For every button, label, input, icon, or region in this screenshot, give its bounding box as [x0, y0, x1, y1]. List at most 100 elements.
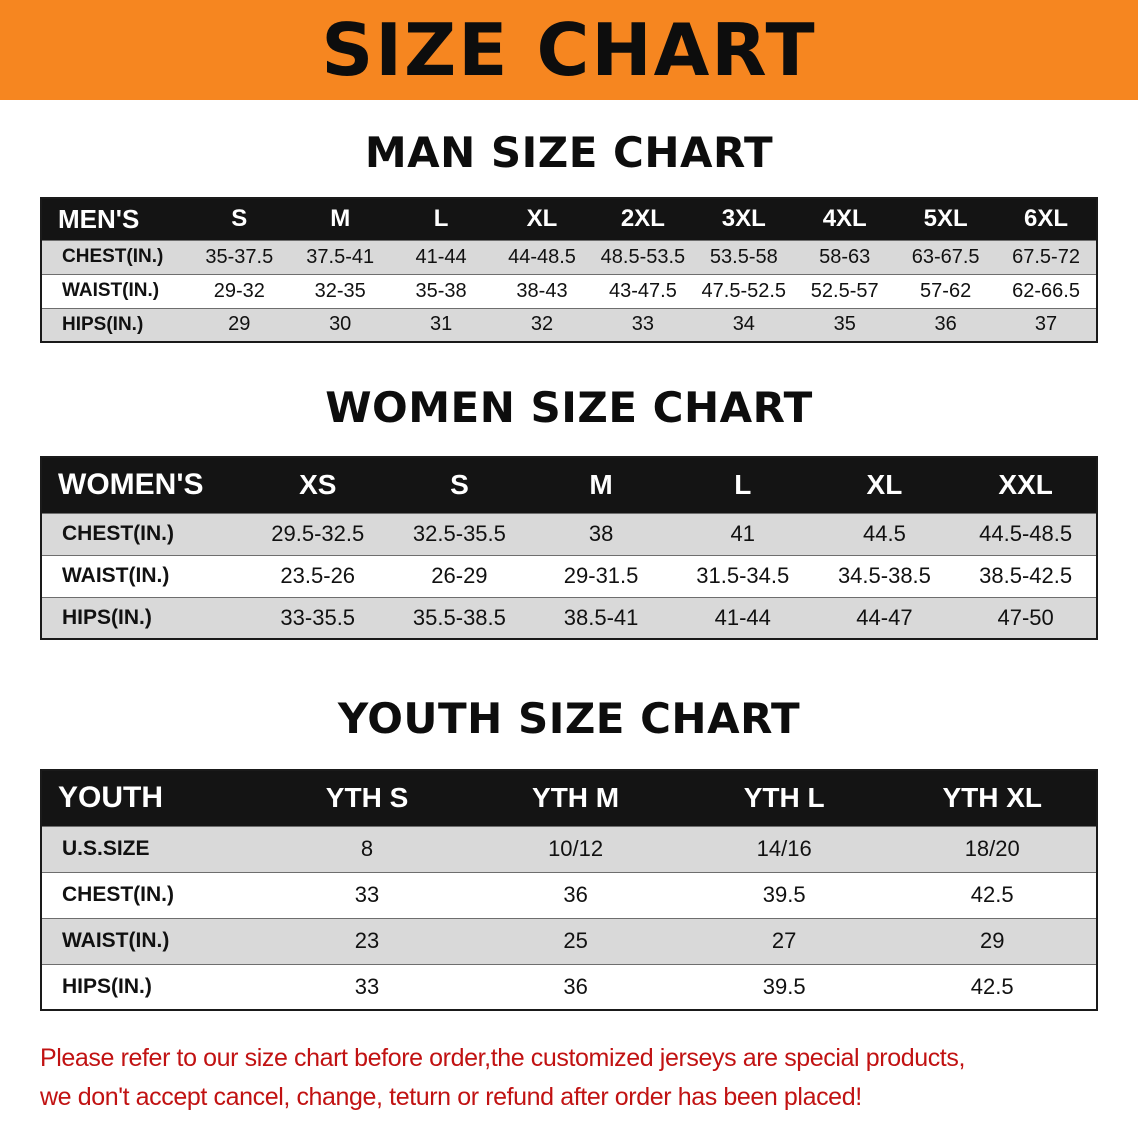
men-size-column-header: 2XL [592, 198, 694, 240]
measurement-value: 58-63 [819, 245, 871, 268]
page-title: SIZE CHART [321, 8, 817, 92]
women-size-table: WOMEN'S XS S M L XL XXL CHEST(IN.) 29.5-32.5 32.5… [40, 456, 1098, 640]
measurement-value: 44-48.5 [508, 245, 576, 268]
measurement-value: 63-67.5 [911, 245, 980, 268]
measurement-value: 38.5-41 [563, 604, 639, 630]
measurement-label: CHEST(IN.) [62, 883, 174, 906]
measurement-label: HIPS(IN.) [62, 605, 152, 629]
measurement-value: 8 [360, 836, 374, 861]
women-size-chart-section: WOMEN SIZE CHART WOMEN'S XS S M L XL XXL CHEST(I… [0, 383, 1138, 640]
measurement-value: 41 [730, 521, 755, 546]
measurement-value: 32-35 [314, 279, 366, 302]
measurement-value: 41-44 [415, 245, 467, 268]
notice-line-1: Please refer to our size chart before or… [40, 1044, 965, 1072]
measurement-row: WAIST(IN.) 29-32 32-35 35-38 38-43 43-47.5 47.… [41, 274, 1097, 308]
measurement-row: CHEST(IN.) 29.5-32.5 32.5-35.5 38 41 44.5 44.5… [41, 513, 1097, 555]
order-notice: Please refer to our size chart before or… [40, 1039, 1114, 1117]
women-size-column-header: XS [246, 457, 389, 513]
youth-size-column-header: YTH XL [888, 770, 1097, 826]
measurement-row: WAIST(IN.) 23.5-26 26-29 29-31.5 31.5-34.5 34… [41, 555, 1097, 597]
measurement-value: 18/20 [964, 836, 1020, 861]
women-size-column-header: L [671, 457, 814, 513]
men-size-chart-section: MAN SIZE CHART MEN'S S M L XL 2XL 3XL 4XL 5XL 6XL C… [0, 128, 1138, 343]
men-group-label: MEN'S [41, 198, 189, 240]
women-size-column-header: M [530, 457, 672, 513]
measurement-value: 35-37.5 [205, 245, 274, 268]
measurement-value: 31 [429, 313, 453, 336]
charts-container: MAN SIZE CHART MEN'S S M L XL 2XL 3XL 4XL 5XL 6XL C… [0, 128, 1138, 1011]
women-header-row: WOMEN'S XS S M L XL XXL [41, 457, 1097, 513]
youth-size-column-header: YTH S [262, 770, 472, 826]
measurement-value: 30 [329, 313, 352, 336]
men-size-column-header: 4XL [794, 198, 896, 240]
men-size-column-header: M [289, 198, 391, 240]
measurement-value: 29.5-32.5 [271, 521, 365, 546]
measurement-value: 33 [354, 973, 380, 999]
youth-header-row: YOUTH YTH S YTH M YTH L YTH XL [41, 770, 1097, 826]
measurement-value: 35.5-38.5 [412, 604, 506, 630]
women-size-column-header: S [388, 457, 531, 513]
measurement-label: CHEST(IN.) [62, 522, 174, 545]
size-chart-banner: SIZE CHART [0, 0, 1138, 100]
youth-size-chart-section: YOUTH SIZE CHART YOUTH YTH S YTH M YTH L YTH … [0, 694, 1138, 1011]
measurement-value: 39.5 [762, 882, 806, 907]
measurement-value: 47.5-52.5 [701, 279, 787, 302]
measurement-row: HIPS(IN.) 29 30 31 32 33 34 35 36 37 [41, 308, 1097, 342]
measurement-value: 42.5 [970, 882, 1014, 907]
men-size-column-header: L [390, 198, 492, 240]
measurement-value: 53.5-58 [709, 245, 778, 268]
measurement-value: 39.5 [762, 973, 806, 999]
measurement-label: CHEST(IN.) [62, 246, 164, 267]
measurement-value: 37 [1034, 313, 1058, 336]
measurement-value: 33 [631, 313, 655, 336]
measurement-value: 47-50 [997, 604, 1054, 630]
measurement-value: 36 [934, 313, 957, 336]
measurement-value: 23 [354, 928, 380, 953]
measurement-label: WAIST(IN.) [62, 564, 170, 587]
measurement-value: 38 [588, 521, 614, 546]
measurement-value: 29 [979, 928, 1005, 953]
measurement-value: 26-29 [431, 563, 488, 588]
measurement-value: 34 [732, 313, 755, 336]
measurement-value: 41-44 [714, 604, 771, 630]
measurement-value: 35-38 [415, 279, 467, 302]
measurement-label: WAIST(IN.) [62, 929, 170, 952]
measurement-value: 44.5-48.5 [979, 521, 1073, 546]
measurement-value: 32.5-35.5 [412, 521, 506, 546]
measurement-row: U.S.SIZE 8 10/12 14/16 18/20 [41, 826, 1097, 872]
measurement-row: CHEST(IN.) 35-37.5 37.5-41 41-44 44-48.5 48.5… [41, 240, 1097, 274]
measurement-value: 31.5-34.5 [696, 563, 790, 588]
measurement-value: 44.5 [863, 521, 906, 546]
measurement-value: 36 [563, 973, 588, 999]
measurement-label: HIPS(IN.) [62, 313, 144, 335]
measurement-value: 29-31.5 [563, 563, 639, 588]
measurement-value: 23.5-26 [280, 563, 356, 588]
men-size-column-header: XL [491, 198, 593, 240]
youth-size-column-header: YTH M [471, 770, 680, 826]
women-size-column-header: XL [813, 457, 956, 513]
measurement-label: WAIST(IN.) [62, 280, 160, 301]
men-header-row: MEN'S S M L XL 2XL 3XL 4XL 5XL 6XL [41, 198, 1097, 240]
measurement-row: HIPS(IN.) 33 36 39.5 42.5 [41, 964, 1097, 1010]
measurement-row: CHEST(IN.) 33 36 39.5 42.5 [41, 872, 1097, 918]
measurement-value: 44-47 [856, 604, 913, 630]
measurement-value: 52.5-57 [810, 279, 879, 302]
measurement-value: 33 [354, 882, 380, 907]
measurement-value: 29-32 [213, 279, 265, 302]
men-size-column-header: S [188, 198, 290, 240]
youth-group-label: YOUTH [41, 770, 263, 826]
measurement-label: U.S.SIZE [62, 837, 150, 860]
men-size-column-header: 6XL [996, 198, 1097, 240]
measurement-value: 38.5-42.5 [979, 563, 1073, 588]
measurement-value: 34.5-38.5 [837, 563, 931, 588]
measurement-value: 14/16 [756, 836, 812, 861]
measurement-label: HIPS(IN.) [62, 974, 152, 998]
men-size-table: MEN'S S M L XL 2XL 3XL 4XL 5XL 6XL CHEST(IN.) 35-37… [40, 197, 1098, 343]
youth-section-title: YOUTH SIZE CHART [337, 694, 801, 743]
youth-size-table: YOUTH YTH S YTH M YTH L YTH XL U.S.SIZE 8 10/12… [40, 769, 1098, 1011]
men-section-title: MAN SIZE CHART [364, 128, 774, 177]
measurement-value: 57-62 [920, 279, 972, 302]
measurement-row: WAIST(IN.) 23 25 27 29 [41, 918, 1097, 964]
measurement-value: 48.5-53.5 [600, 245, 686, 268]
measurement-value: 25 [563, 928, 588, 953]
